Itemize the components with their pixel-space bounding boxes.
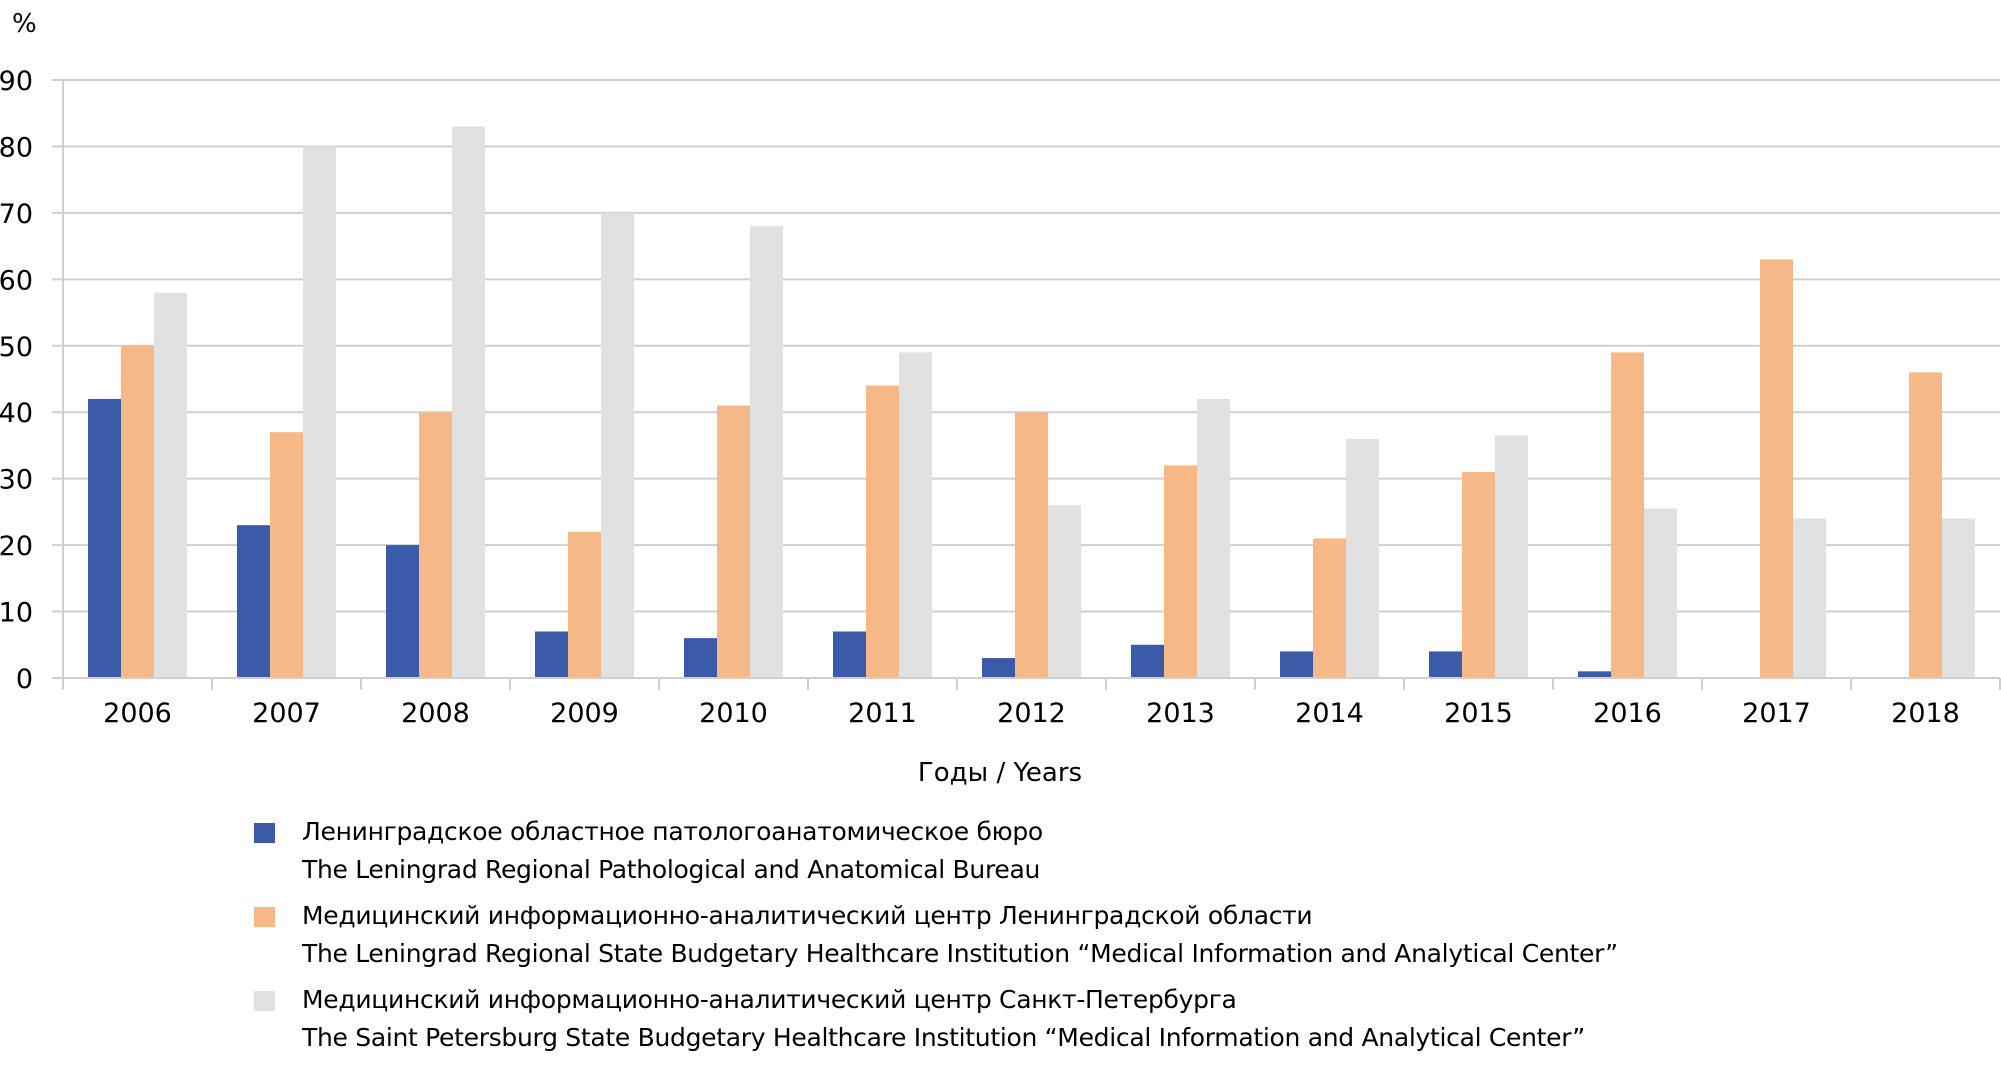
- x-tick-label: 2007: [252, 698, 321, 729]
- bar: [303, 146, 336, 678]
- y-axis-title: %: [12, 9, 37, 39]
- bar: [88, 398, 121, 678]
- legend-label-ru: Ленинградское областное патологоанатомич…: [302, 817, 1043, 846]
- x-tick-label: 2011: [848, 698, 917, 729]
- bar: [1942, 518, 1975, 678]
- legend-label-en: The Saint Petersburg State Budgetary Hea…: [302, 1023, 1585, 1052]
- bar: [1462, 472, 1495, 678]
- legend-marker: [254, 907, 275, 927]
- bar: [535, 631, 568, 678]
- y-tick-label: 20: [0, 531, 33, 562]
- bar: [1280, 651, 1313, 678]
- x-tick-label: 2014: [1295, 698, 1364, 729]
- y-tick-label: 10: [0, 598, 33, 629]
- x-tick-label: 2018: [1891, 698, 1960, 729]
- legend-marker: [254, 823, 275, 843]
- bar: [568, 531, 601, 678]
- bar: [982, 658, 1015, 678]
- bar: [1313, 538, 1346, 678]
- y-tick-label: 50: [0, 332, 33, 363]
- bar: [833, 631, 866, 678]
- y-axis-ticks: 0 10 20 30 40 50 60 70 80 90: [0, 66, 33, 695]
- bar: [237, 525, 270, 678]
- legend-marker: [254, 991, 275, 1011]
- legend-label-ru: Медицинский информационно-аналитический …: [302, 985, 1237, 1014]
- legend-label-en: The Leningrad Regional Pathological and …: [302, 855, 1041, 884]
- bar: [452, 126, 485, 678]
- x-tick-label: 2016: [1593, 698, 1662, 729]
- y-tick-label: 60: [0, 265, 33, 296]
- bar: [154, 292, 187, 678]
- legend-label-en: The Leningrad Regional State Budgetary H…: [302, 939, 1618, 968]
- bar: [1429, 651, 1462, 678]
- x-tick-label: 2015: [1444, 698, 1513, 729]
- bar: [121, 345, 154, 678]
- y-tick-label: 40: [0, 398, 33, 429]
- bar: [1578, 671, 1611, 678]
- bar: [419, 412, 452, 678]
- bar: [1131, 644, 1164, 678]
- bar: [899, 352, 932, 678]
- y-tick-label: 0: [16, 664, 33, 695]
- x-tick-label: 2017: [1742, 698, 1811, 729]
- y-tick-label: 80: [0, 132, 33, 163]
- legend-label-ru: Медицинский информационно-аналитический …: [302, 901, 1313, 930]
- y-tick-label: 90: [0, 66, 33, 97]
- bar: [717, 405, 750, 678]
- x-tick-label: 2006: [103, 698, 172, 729]
- x-axis: 2006 2007 2008 2009 2010 2011 2012 2013 2014 2015…: [62, 677, 2001, 729]
- x-tick-label: 2009: [550, 698, 619, 729]
- bar: [1197, 398, 1230, 678]
- x-axis-title: Годы / Years: [918, 758, 1082, 788]
- bar: [1346, 438, 1379, 678]
- bar: [1015, 412, 1048, 678]
- x-tick-label: 2013: [1146, 698, 1215, 729]
- bar: [866, 385, 899, 678]
- bar: [601, 212, 634, 678]
- bar: [1611, 352, 1644, 678]
- bars: [88, 126, 1975, 678]
- y-tick-label: 70: [0, 199, 33, 230]
- bar: [1495, 435, 1528, 678]
- bar: [684, 638, 717, 678]
- y-tick-label: 30: [0, 465, 33, 496]
- bar: [1048, 505, 1081, 678]
- x-tick-label: 2008: [401, 698, 470, 729]
- bar: [1793, 518, 1826, 678]
- bar: [1164, 465, 1197, 678]
- bar: [270, 432, 303, 678]
- bar: [750, 226, 783, 678]
- x-tick-label: 2012: [997, 698, 1066, 729]
- bar: [1909, 372, 1942, 678]
- bar: [386, 545, 419, 678]
- bar: [1644, 508, 1677, 678]
- bar: [1760, 259, 1793, 678]
- x-tick-label: 2010: [699, 698, 768, 729]
